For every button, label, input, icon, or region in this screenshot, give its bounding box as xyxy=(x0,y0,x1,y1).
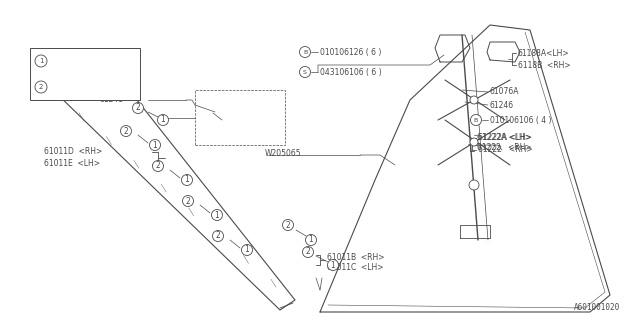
Text: 1: 1 xyxy=(308,236,314,244)
Text: 1: 1 xyxy=(184,175,189,185)
Text: 1: 1 xyxy=(161,116,165,124)
Text: 1: 1 xyxy=(244,245,250,254)
Text: 61140: 61140 xyxy=(58,57,86,66)
Text: 1: 1 xyxy=(331,260,335,269)
Circle shape xyxy=(182,196,193,206)
Circle shape xyxy=(469,180,479,190)
Text: 2: 2 xyxy=(186,196,190,205)
Circle shape xyxy=(211,210,223,220)
Text: 61076A: 61076A xyxy=(490,87,520,97)
Text: 2: 2 xyxy=(124,126,129,135)
Circle shape xyxy=(132,102,143,114)
Text: B: B xyxy=(474,117,478,123)
Bar xyxy=(30,48,140,100)
Text: 010106126 ( 6 ): 010106126 ( 6 ) xyxy=(320,47,381,57)
Circle shape xyxy=(470,138,478,146)
Text: 61011C  <LH>: 61011C <LH> xyxy=(327,262,383,271)
Text: 61188A<LH>: 61188A<LH> xyxy=(518,49,570,58)
Circle shape xyxy=(470,115,481,125)
Text: 61248: 61248 xyxy=(100,95,124,105)
Circle shape xyxy=(305,235,317,245)
Circle shape xyxy=(212,230,223,242)
Text: 2: 2 xyxy=(156,162,161,171)
Text: 1: 1 xyxy=(214,211,220,220)
Circle shape xyxy=(470,96,478,104)
Text: 65254A: 65254A xyxy=(58,83,93,92)
Circle shape xyxy=(300,46,310,58)
Text: 61222   <RH>: 61222 <RH> xyxy=(478,146,532,155)
Circle shape xyxy=(241,244,253,255)
Text: 2: 2 xyxy=(285,220,291,229)
Circle shape xyxy=(150,140,161,150)
Text: 2: 2 xyxy=(136,103,140,113)
Text: 2: 2 xyxy=(39,84,43,90)
Bar xyxy=(195,90,285,145)
Circle shape xyxy=(182,174,193,186)
Text: B: B xyxy=(303,50,307,54)
Circle shape xyxy=(35,55,47,67)
Circle shape xyxy=(303,246,314,258)
Text: 61011B  <RH>: 61011B <RH> xyxy=(327,252,385,261)
Circle shape xyxy=(120,125,131,137)
Circle shape xyxy=(152,161,163,172)
Text: 61222A <LH>: 61222A <LH> xyxy=(478,133,532,142)
Text: 61222   <RH>: 61222 <RH> xyxy=(477,143,532,153)
Text: 2: 2 xyxy=(216,231,220,241)
Text: A601001020: A601001020 xyxy=(573,303,620,312)
Text: 1: 1 xyxy=(39,58,44,64)
Circle shape xyxy=(328,260,339,270)
Text: 61222A <LH>: 61222A <LH> xyxy=(477,133,531,142)
Text: 2: 2 xyxy=(306,247,310,257)
Circle shape xyxy=(300,67,310,77)
Text: 1: 1 xyxy=(152,140,157,149)
Text: S: S xyxy=(303,69,307,75)
Circle shape xyxy=(157,115,168,125)
Text: 043106106 ( 6 ): 043106106 ( 6 ) xyxy=(320,68,381,76)
Text: 010106106 ( 4 ): 010106106 ( 4 ) xyxy=(490,116,552,124)
Text: 61246: 61246 xyxy=(490,100,514,109)
Text: 61011D  <RH>: 61011D <RH> xyxy=(44,148,102,156)
Text: 61011E  <LH>: 61011E <LH> xyxy=(44,159,100,169)
Circle shape xyxy=(282,220,294,230)
Text: W205065: W205065 xyxy=(265,148,301,157)
Text: 6118B  <RH>: 6118B <RH> xyxy=(518,60,571,69)
Circle shape xyxy=(35,81,47,93)
